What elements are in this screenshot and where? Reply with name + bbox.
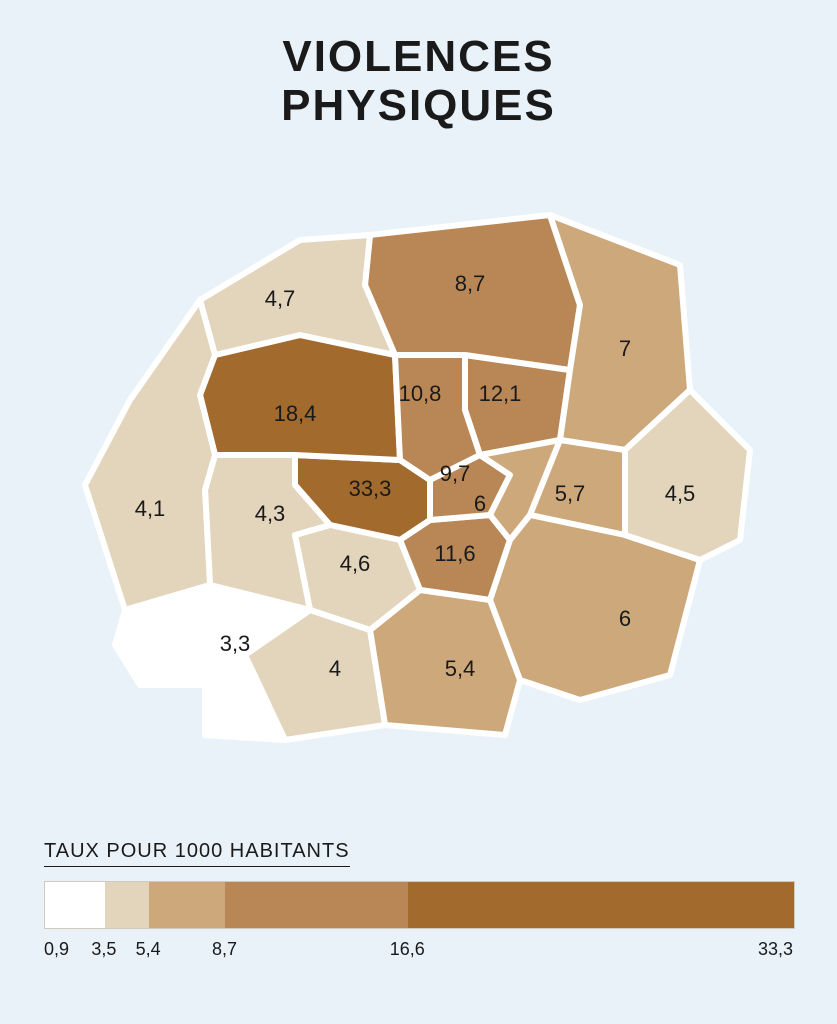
map-region-label: 5,7: [555, 481, 586, 506]
map-region-label: 10,8: [399, 381, 442, 406]
map-region-label: 4,1: [135, 496, 166, 521]
legend-segment: [408, 882, 794, 928]
legend-segment: [225, 882, 408, 928]
map-region-label: 18,4: [274, 401, 317, 426]
legend-tick: 0,9: [44, 939, 69, 960]
legend-tick: 5,4: [136, 939, 161, 960]
map-region-label: 12,1: [479, 381, 522, 406]
legend-segment: [45, 882, 105, 928]
legend-tick: 33,3: [758, 939, 793, 960]
legend-tick: 16,6: [390, 939, 425, 960]
choropleth-map: 33,3 18,4 12,1 10,8 11,6 9,7 8,7 7 6 5,7 6 5,4 4,7 4,…: [70, 180, 770, 780]
page: VIOLENCES PHYSIQUES 33,3 18,4 12,1 10,8 11,6…: [0, 0, 837, 1024]
map-region-label: 8,7: [455, 271, 486, 296]
legend-segment: [149, 882, 225, 928]
legend-tick: 8,7: [212, 939, 237, 960]
map-svg: 33,3 18,4 12,1 10,8 11,6 9,7 8,7 7 6 5,7 6 5,4 4,7 4,…: [70, 180, 770, 780]
legend-bar: [44, 881, 795, 929]
map-region-label: 4,5: [665, 481, 696, 506]
map-region-label: 9,7: [440, 461, 471, 486]
map-region: [85, 300, 215, 610]
map-region-label: 4,7: [265, 286, 296, 311]
legend: TAUX POUR 1000 HABITANTS 0,9 3,5 5,4 8,7 16,…: [44, 840, 793, 967]
legend-ticks: 0,9 3,5 5,4 8,7 16,6 33,3: [44, 939, 793, 967]
legend-tick: 3,5: [91, 939, 116, 960]
map-region-label: 3,3: [220, 631, 251, 656]
map-region-label: 6: [474, 491, 486, 516]
map-region: [200, 235, 395, 355]
title-line-2: PHYSIQUES: [281, 81, 556, 130]
map-region-label: 7: [619, 336, 631, 361]
map-region-label: 4,3: [255, 501, 286, 526]
legend-segment: [105, 882, 149, 928]
title-line-1: VIOLENCES: [282, 32, 554, 81]
map-region-label: 33,3: [349, 476, 392, 501]
map-region-label: 4: [329, 656, 341, 681]
map-region-label: 4,6: [340, 551, 371, 576]
map-region-label: 11,6: [434, 541, 475, 566]
map-region-label: 5,4: [445, 656, 476, 681]
legend-title: TAUX POUR 1000 HABITANTS: [44, 840, 350, 867]
map-region-label: 6: [619, 606, 631, 631]
page-title: VIOLENCES PHYSIQUES: [0, 32, 837, 131]
